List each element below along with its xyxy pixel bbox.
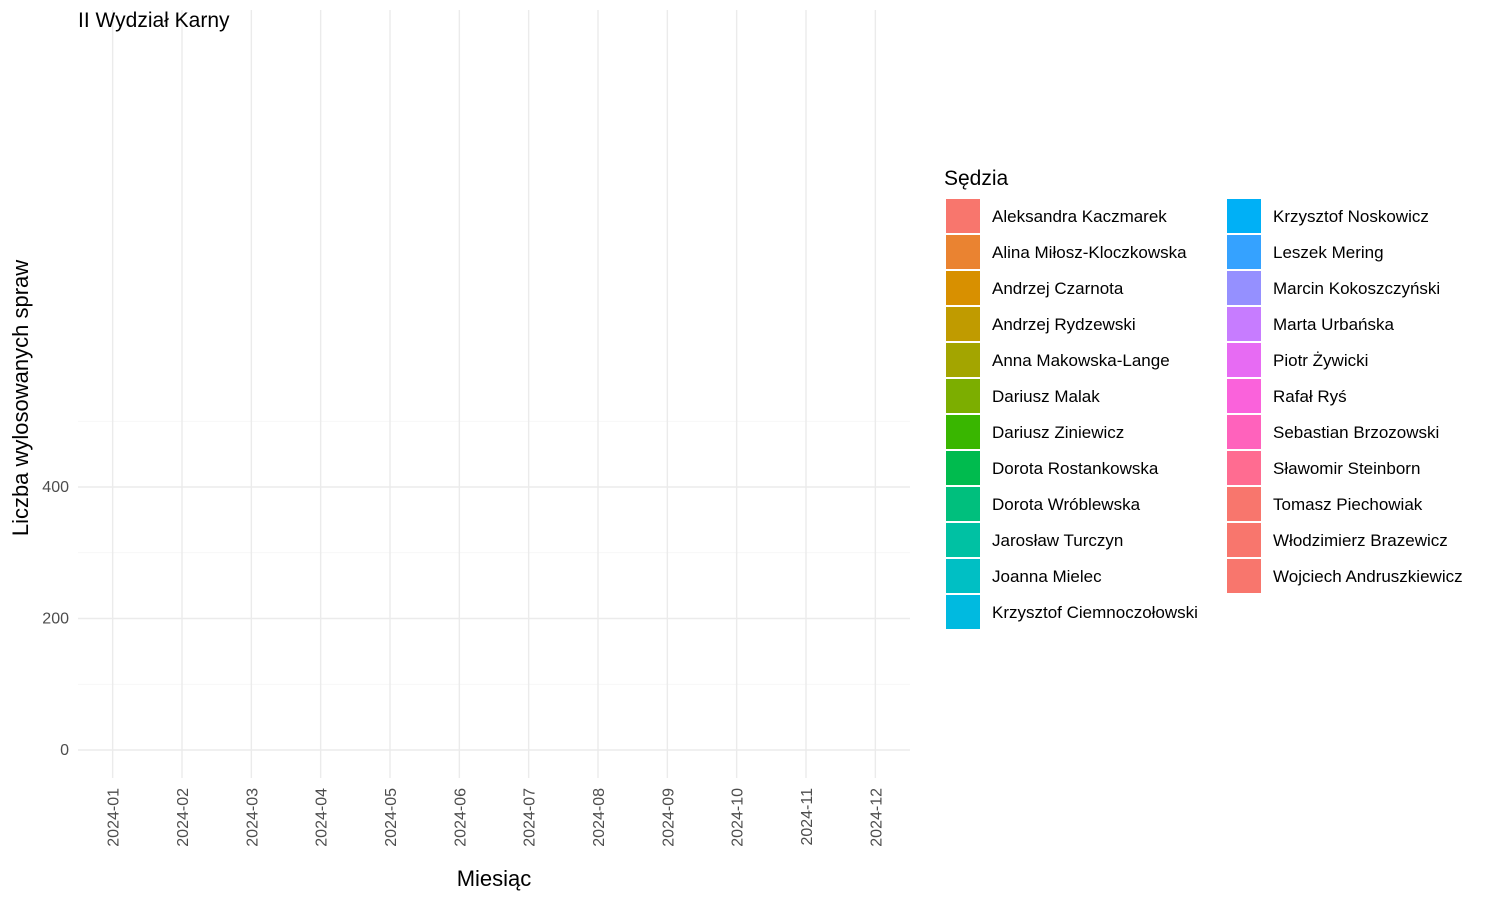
legend-swatch <box>1227 523 1261 557</box>
legend-label: Piotr Żywicki <box>1273 351 1368 370</box>
x-tick-label: 2024-10 <box>730 788 747 847</box>
legend-swatch <box>946 487 980 521</box>
legend-swatch <box>1227 199 1261 233</box>
legend-swatch <box>946 451 980 485</box>
legend-label: Dariusz Ziniewicz <box>992 423 1124 442</box>
legend-swatch <box>946 271 980 305</box>
grid <box>78 10 910 778</box>
legend-label: Sebastian Brzozowski <box>1273 423 1439 442</box>
x-tick-label: 2024-02 <box>175 788 192 847</box>
y-tick-label: 400 <box>42 479 69 496</box>
x-tick-label: 2024-01 <box>106 788 123 847</box>
legend-swatch <box>946 415 980 449</box>
legend-swatch <box>946 523 980 557</box>
legend-label: Tomasz Piechowiak <box>1273 495 1423 514</box>
x-tick-label: 2024-05 <box>383 788 400 847</box>
legend-label: Wojciech Andruszkiewicz <box>1273 567 1463 586</box>
legend-swatch <box>946 235 980 269</box>
y-tick-label: 200 <box>42 611 69 628</box>
legend-swatch <box>946 379 980 413</box>
legend-label: Joanna Mielec <box>992 567 1102 586</box>
legend-swatch <box>946 595 980 629</box>
y-axis-ticks: 0 200 400 <box>42 479 69 759</box>
x-tick-label: 2024-12 <box>868 788 885 847</box>
legend-swatch <box>946 559 980 593</box>
y-axis-title: Liczba wylosowanych spraw <box>8 260 33 536</box>
legend-label: Jarosław Turczyn <box>992 531 1123 550</box>
legend-label: Aleksandra Kaczmarek <box>992 207 1167 226</box>
legend-items: Aleksandra Kaczmarek Alina Miłosz-Kloczko… <box>946 199 1463 629</box>
chart-title: II Wydział Karny <box>78 9 230 32</box>
legend-swatch <box>1227 271 1261 305</box>
legend-label: Rafał Ryś <box>1273 387 1347 406</box>
x-tick-label: 2024-04 <box>314 788 331 847</box>
legend-swatch <box>946 343 980 377</box>
x-tick-label: 2024-06 <box>452 788 469 847</box>
x-axis-ticks: 2024-01 2024-02 2024-03 2024-04 2024-05 2024-… <box>106 788 886 847</box>
legend-label: Dariusz Malak <box>992 387 1100 406</box>
legend-label: Andrzej Rydzewski <box>992 315 1136 334</box>
legend-swatch <box>1227 415 1261 449</box>
x-tick-label: 2024-07 <box>522 788 539 847</box>
legend-swatch <box>1227 307 1261 341</box>
legend-swatch <box>946 199 980 233</box>
legend-label: Dorota Wróblewska <box>992 495 1141 514</box>
legend-label: Alina Miłosz-Kloczkowska <box>992 243 1187 262</box>
legend-label: Anna Makowska-Lange <box>992 351 1170 370</box>
y-tick-label: 0 <box>60 742 69 759</box>
legend: Sędzia Aleksandra Kaczmarek Alina Miłosz-… <box>944 167 1463 629</box>
legend-label: Dorota Rostankowska <box>992 459 1159 478</box>
legend-swatch <box>1227 379 1261 413</box>
legend-swatch <box>1227 235 1261 269</box>
x-tick-label: 2024-08 <box>591 788 608 847</box>
legend-label: Marcin Kokoszczyński <box>1273 279 1440 298</box>
legend-label: Krzysztof Noskowicz <box>1273 207 1429 226</box>
legend-title: Sędzia <box>944 167 1009 190</box>
x-axis-title: Miesiąc <box>457 866 532 891</box>
legend-swatch <box>1227 487 1261 521</box>
legend-swatch <box>1227 451 1261 485</box>
legend-label: Krzysztof Ciemnoczołowski <box>992 603 1198 622</box>
legend-label: Marta Urbańska <box>1273 315 1394 334</box>
legend-swatch <box>1227 343 1261 377</box>
x-tick-label: 2024-11 <box>799 788 816 846</box>
legend-label: Leszek Mering <box>1273 243 1384 262</box>
x-tick-label: 2024-03 <box>244 788 261 847</box>
legend-label: Sławomir Steinborn <box>1273 459 1420 478</box>
legend-label: Włodzimierz Brazewicz <box>1273 531 1448 550</box>
legend-swatch <box>1227 559 1261 593</box>
legend-swatch <box>946 307 980 341</box>
legend-label: Andrzej Czarnota <box>992 279 1124 298</box>
x-tick-label: 2024-09 <box>660 788 677 847</box>
